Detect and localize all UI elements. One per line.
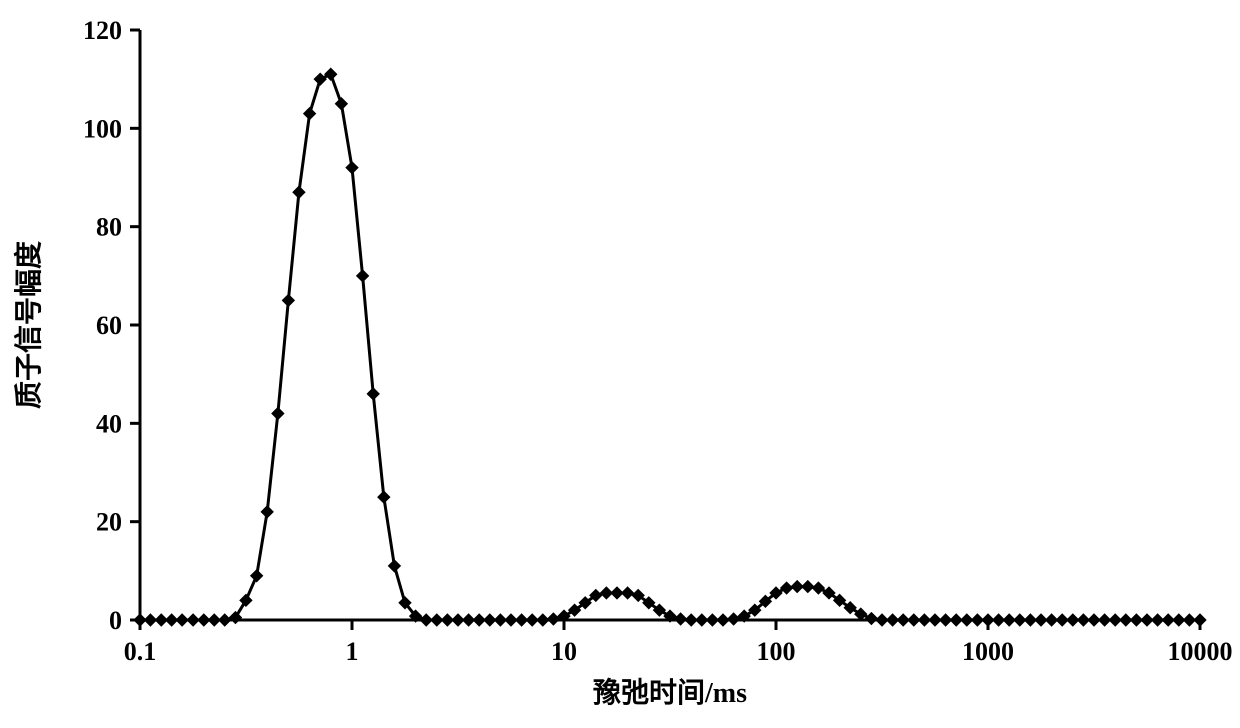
chart-container: 0 20 40 60 80 100 120 0.1 1 10 100 1000 10000 豫弛时间/ms… xyxy=(0,0,1240,728)
y-tick-label: 120 xyxy=(83,16,122,45)
x-tick-label: 1000 xyxy=(962,637,1014,666)
y-axis-label: 质子信号幅度 xyxy=(13,241,45,409)
x-tick-label: 100 xyxy=(757,637,796,666)
y-tick-label: 100 xyxy=(83,114,122,143)
y-tick-label: 80 xyxy=(96,213,122,242)
x-axis-label: 豫弛时间/ms xyxy=(593,676,747,709)
y-tick-label: 20 xyxy=(96,508,122,537)
x-tick-label: 10000 xyxy=(1168,637,1233,666)
y-tick-label: 0 xyxy=(109,606,122,635)
x-tick-label: 10 xyxy=(551,637,577,666)
y-tick-label: 60 xyxy=(96,311,122,340)
x-tick-label: 0.1 xyxy=(124,637,157,666)
relaxation-time-chart: 0 20 40 60 80 100 120 0.1 1 10 100 1000 10000 豫弛时间/ms… xyxy=(0,0,1240,728)
x-tick-label: 1 xyxy=(346,637,359,666)
y-tick-label: 40 xyxy=(96,409,122,438)
